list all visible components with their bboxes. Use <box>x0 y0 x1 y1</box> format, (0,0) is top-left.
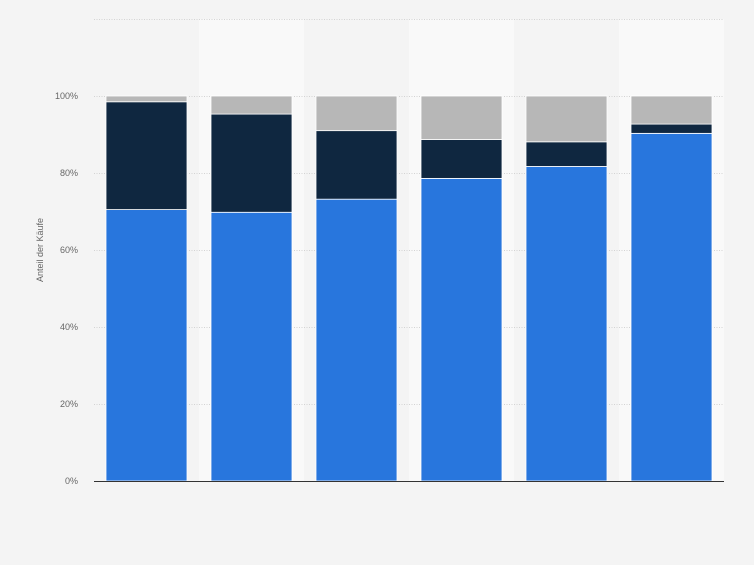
y-tick-label: 60% <box>60 245 78 255</box>
bar-segment <box>420 139 503 179</box>
bar-segment <box>210 113 293 213</box>
bar-segment <box>525 166 608 482</box>
y-tick-label: 20% <box>60 399 78 409</box>
bar-segment <box>630 123 713 134</box>
y-tick-label: 100% <box>55 91 78 101</box>
bar-segment <box>630 132 713 482</box>
bar-segment <box>210 211 293 482</box>
bar-segment <box>210 95 293 115</box>
bar-segment <box>525 141 608 167</box>
y-tick-label: 80% <box>60 168 78 178</box>
bar-segment <box>525 95 608 143</box>
bar-segment <box>105 101 188 210</box>
bar-segment <box>315 95 398 132</box>
bars <box>105 95 713 482</box>
y-tick-label: 0% <box>65 476 78 486</box>
bar-segment <box>105 95 188 103</box>
bar-segment <box>315 198 398 482</box>
y-axis-label: Anteil der Käufe <box>35 218 45 282</box>
bar-segment <box>105 209 188 482</box>
y-axis-ticks: 0% 20% 40% 60% 80% 100% <box>55 91 78 486</box>
bar-segment <box>315 130 398 200</box>
bar-segment <box>420 95 503 140</box>
bar-segment <box>420 177 503 482</box>
bar-segment <box>630 95 713 125</box>
y-tick-label: 40% <box>60 322 78 332</box>
grid-lines <box>94 19 724 405</box>
